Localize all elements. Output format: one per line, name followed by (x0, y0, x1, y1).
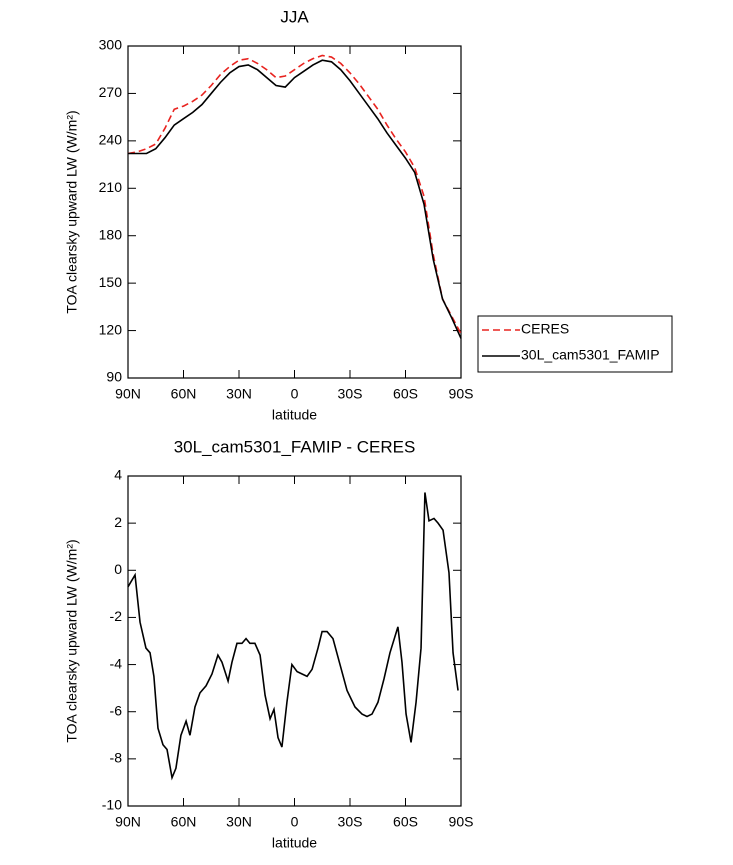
legend-label: CERES (521, 321, 569, 337)
chart-title: JJA (280, 7, 309, 26)
x-tick-label: 0 (291, 814, 299, 830)
data-line (128, 59, 462, 339)
y-tick-label: 4 (114, 467, 122, 483)
legend-label: 30L_cam5301_FAMIP (521, 347, 660, 363)
y-tick-label: -10 (102, 797, 122, 813)
x-tick-label: 30N (226, 814, 252, 830)
y-tick-label: -6 (110, 702, 123, 718)
x-tick-label: 30S (338, 386, 363, 402)
x-tick-label: 60N (171, 386, 197, 402)
legend-box (477, 315, 673, 373)
y-tick-label: -8 (110, 750, 123, 766)
y-tick-label: -2 (110, 608, 123, 624)
y-axis-label: TOA clearsky upward LW (W/m²) (64, 110, 80, 313)
x-tick-label: 90S (449, 386, 474, 402)
x-tick-label: 30S (338, 814, 363, 830)
y-tick-label: 210 (99, 179, 123, 195)
chart-title: 30L_cam5301_FAMIP - CERES (174, 437, 416, 456)
plot-frame (127, 45, 462, 379)
data-line (127, 492, 459, 781)
y-tick-label: 150 (99, 274, 123, 290)
x-tick-label: 90N (115, 386, 141, 402)
y-tick-label: 0 (114, 561, 122, 577)
x-tick-label: 30N (226, 386, 252, 402)
x-axis-label: latitude (272, 835, 317, 851)
y-tick-label: 180 (99, 226, 123, 242)
x-tick-label: 60S (393, 386, 418, 402)
x-tick-label: 60N (171, 814, 197, 830)
x-tick-label: 60S (393, 814, 418, 830)
y-tick-label: 270 (99, 84, 123, 100)
y-axis-label: TOA clearsky upward LW (W/m²) (64, 539, 80, 742)
y-tick-label: 240 (99, 132, 123, 148)
x-tick-label: 90N (115, 814, 141, 830)
x-tick-label: 90S (449, 814, 474, 830)
y-tick-label: 2 (114, 514, 122, 530)
y-tick-label: 300 (99, 37, 123, 53)
y-tick-label: 90 (106, 369, 122, 385)
data-line (127, 54, 462, 335)
x-axis-label: latitude (272, 407, 317, 423)
y-tick-label: 120 (99, 321, 123, 337)
y-tick-label: -4 (110, 655, 123, 671)
x-tick-label: 0 (291, 386, 299, 402)
